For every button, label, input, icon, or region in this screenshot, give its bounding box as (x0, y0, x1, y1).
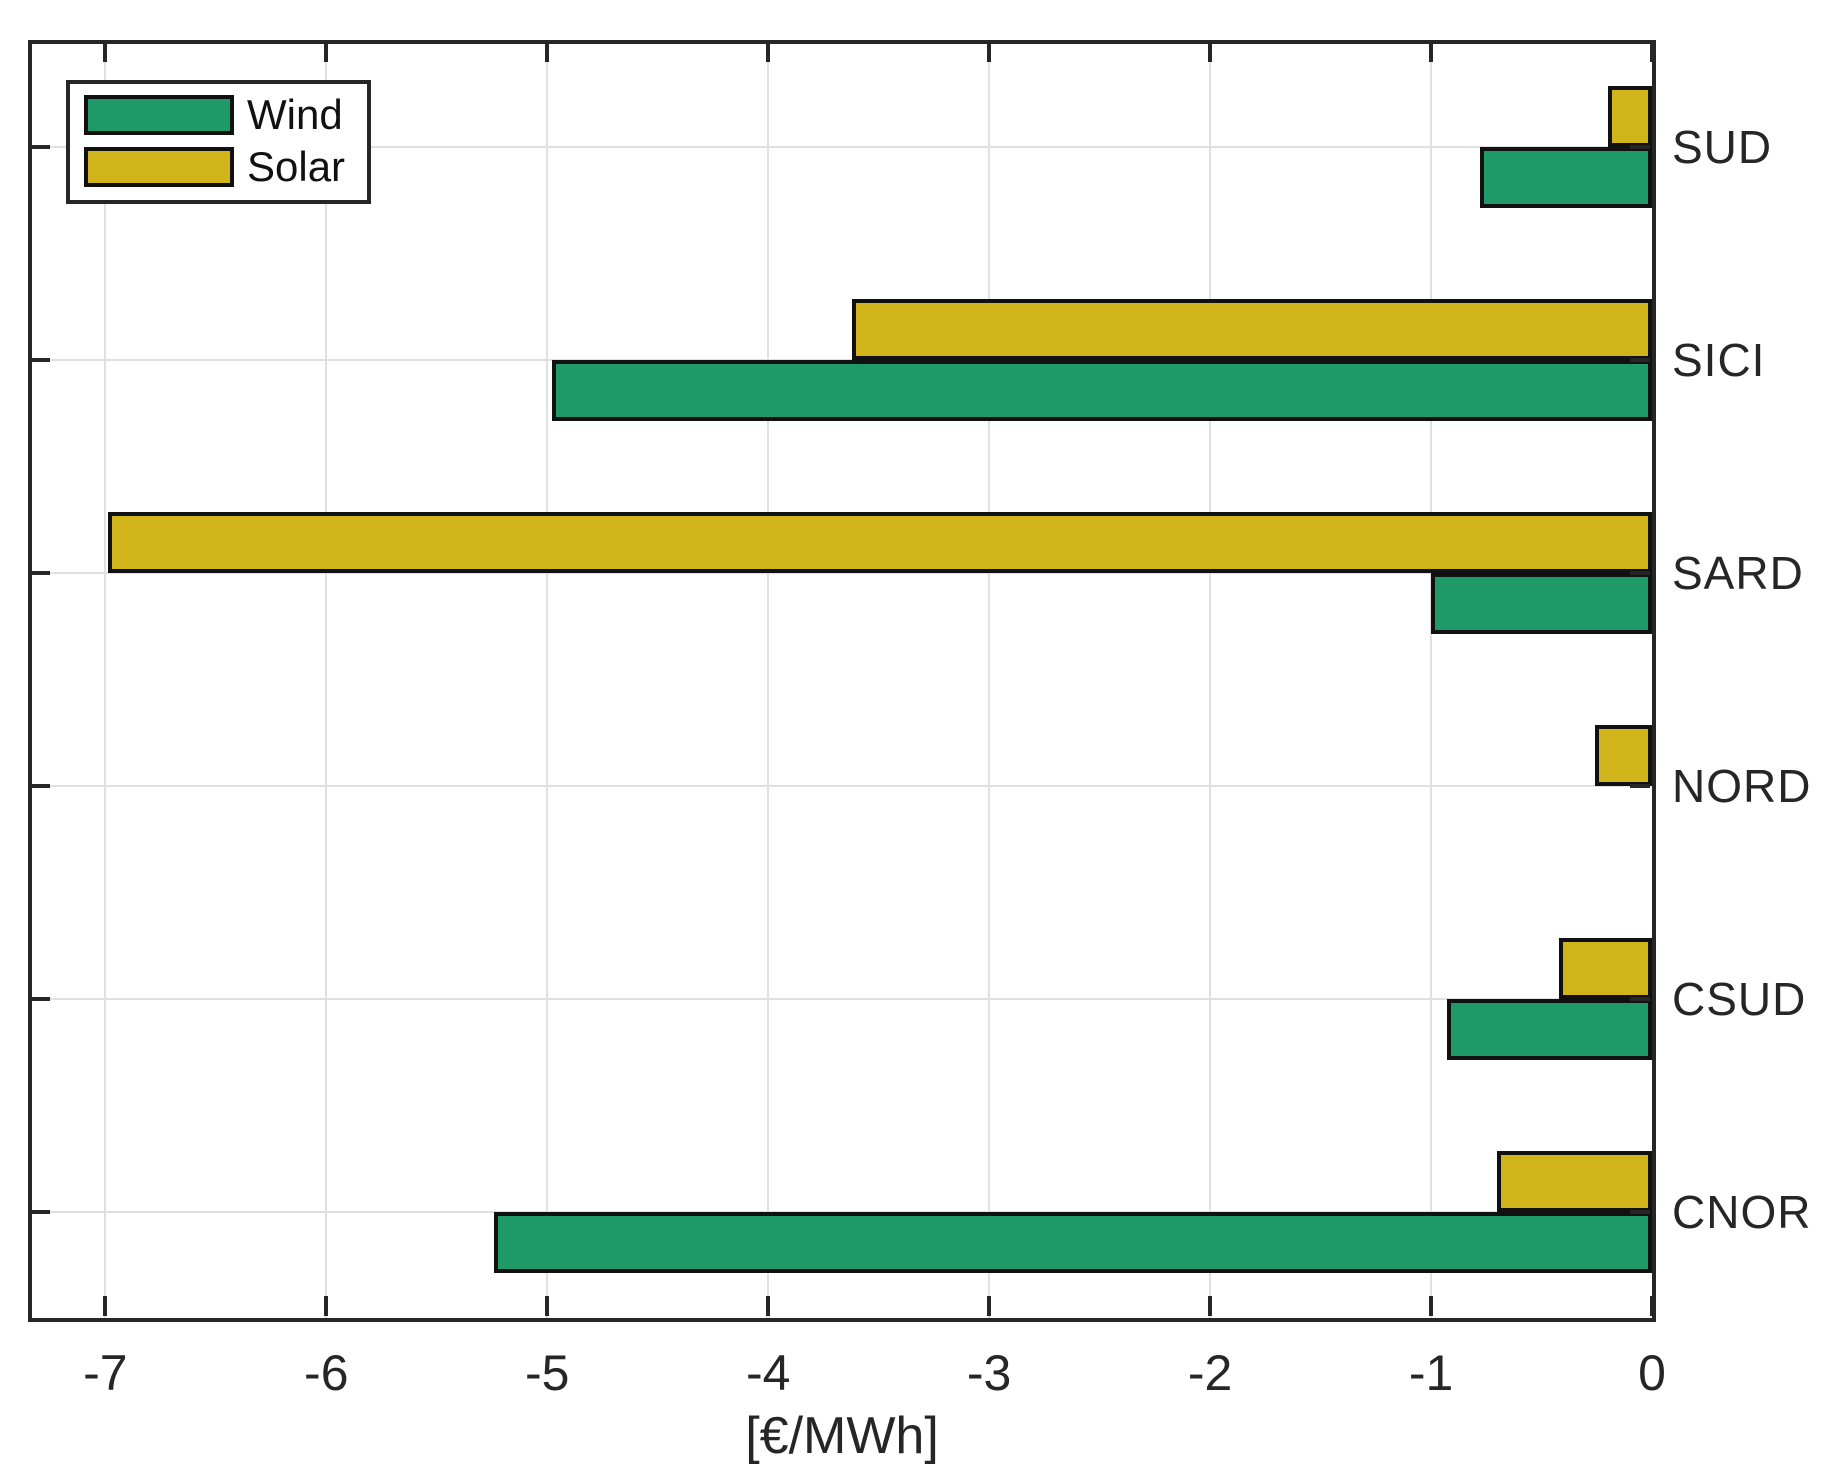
y-tick-right (1630, 357, 1650, 362)
wind-color-swatch (84, 95, 234, 135)
legend-label-wind: Wind (247, 91, 343, 138)
x-tick-bottom (103, 1296, 108, 1316)
x-tick-label: -6 (304, 1345, 349, 1401)
x-gridline (1430, 40, 1433, 1318)
category-label-csud: CSUD (1672, 972, 1807, 1025)
y-tick-left (30, 357, 50, 362)
x-tick-bottom (987, 1296, 992, 1316)
y-gridline (28, 145, 1652, 148)
x-tick-label: -4 (745, 1345, 791, 1401)
x-tick-top (103, 42, 108, 62)
category-label-cnor: CNOR (1672, 1185, 1812, 1238)
x-tick-bottom (1208, 1296, 1213, 1316)
legend-label-solar: Solar (247, 143, 346, 190)
x-tick-label: -1 (1408, 1345, 1454, 1401)
x-tick-bottom (324, 1296, 329, 1316)
x-tick-top (766, 42, 771, 62)
y-tick-left (30, 996, 50, 1001)
y-gridline (28, 571, 1652, 574)
x-gridline (325, 40, 328, 1318)
y-tick-left (30, 783, 50, 788)
x-tick-label: -5 (525, 1345, 570, 1401)
legend: Wind Solar (66, 80, 372, 204)
bar-solar-sici (852, 298, 1652, 360)
y-tick-right (1630, 1209, 1650, 1214)
x-tick-label: 0 (1638, 1345, 1666, 1401)
category-label-sud: SUD (1672, 120, 1773, 173)
x-tick-bottom (766, 1296, 771, 1316)
x-tick-label: -7 (83, 1345, 128, 1401)
x-tick-top (324, 42, 329, 62)
bar-solar-csud (1559, 937, 1652, 999)
solar-color-swatch (84, 147, 234, 187)
y-tick-left (30, 1209, 50, 1214)
y-tick-right (1630, 570, 1650, 575)
bar-solar-sud (1607, 85, 1652, 147)
bar-wind-csud (1446, 998, 1652, 1060)
x-axis-label: [€/MWh] (745, 1407, 939, 1465)
x-gridline (1209, 40, 1212, 1318)
x-gridline (546, 40, 549, 1318)
category-label-sard: SARD (1672, 546, 1804, 599)
x-tick-bottom (545, 1296, 550, 1316)
bar-wind-sud (1479, 146, 1652, 208)
x-tick-label: -3 (966, 1345, 1012, 1401)
x-tick-top (987, 42, 992, 62)
legend-item-solar: Solar (84, 146, 345, 188)
y-tick-right (1630, 783, 1650, 788)
y-tick-left (30, 144, 50, 149)
y-gridline (28, 997, 1652, 1000)
bar-solar-nord (1594, 724, 1652, 786)
bar-wind-sard (1431, 572, 1652, 634)
legend-item-wind: Wind (84, 94, 345, 136)
category-label-nord: NORD (1672, 759, 1812, 812)
x-tick-top (1208, 42, 1213, 62)
x-tick-top (1429, 42, 1434, 62)
category-label-sici: SICI (1672, 333, 1766, 386)
x-tick-bottom (1429, 1296, 1434, 1316)
x-gridline (988, 40, 991, 1318)
y-tick-right (1630, 996, 1650, 1001)
x-tick-top (1650, 42, 1654, 62)
y-tick-left (30, 570, 50, 575)
x-tick-label: -2 (1187, 1345, 1233, 1401)
x-tick-bottom (1650, 1296, 1654, 1316)
bar-wind-sici (551, 359, 1652, 421)
x-gridline (767, 40, 770, 1318)
bar-solar-sard (107, 511, 1652, 573)
x-tick-top (545, 42, 550, 62)
y-tick-right (1630, 144, 1650, 149)
bar-solar-cnor (1497, 1150, 1652, 1212)
y-gridline (28, 784, 1652, 787)
x-gridline (104, 40, 107, 1318)
bar-wind-cnor (494, 1211, 1652, 1273)
